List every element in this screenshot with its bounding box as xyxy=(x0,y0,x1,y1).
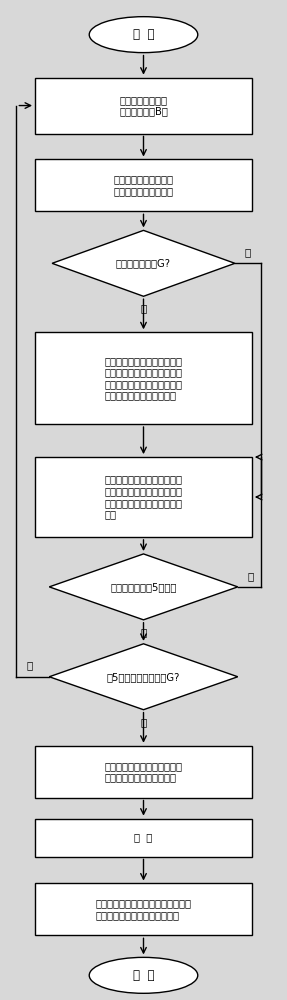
Text: 否: 否 xyxy=(26,660,32,670)
Text: 原始数据组清零，
置全部数据为B，: 原始数据组清零， 置全部数据为B， xyxy=(119,95,168,116)
Text: 开  始: 开 始 xyxy=(133,28,154,41)
Bar xyxy=(35,883,252,935)
Text: 是: 是 xyxy=(140,303,147,313)
Bar xyxy=(35,746,252,798)
Text: 结  束: 结 束 xyxy=(133,969,154,982)
Text: 是: 是 xyxy=(140,627,147,637)
Ellipse shape xyxy=(89,17,198,53)
Text: 开  阀: 开 阀 xyxy=(134,833,153,843)
Bar xyxy=(35,819,252,857)
Polygon shape xyxy=(49,554,238,620)
Text: 此5个数据是否全部为G?: 此5个数据是否全部为G? xyxy=(107,672,180,682)
Polygon shape xyxy=(52,230,235,296)
Text: 停止临时累积流量计量，启动主累积
流量计量，进入正常的流量计量: 停止临时累积流量计量，启动主累积 流量计量，进入正常的流量计量 xyxy=(96,899,191,920)
Text: 否: 否 xyxy=(245,247,251,257)
Text: 读取最新原始数据，将每次的
计量结果计入临时累积流量，
同时将此原始数据放入原始数
据组: 读取最新原始数据，将每次的 计量结果计入临时累积流量， 同时将此原始数据放入原始… xyxy=(104,475,183,519)
Text: 将临时累积流量补入主累积流
量中，临时累积流量清零。: 将临时累积流量补入主累积流 量中，临时累积流量清零。 xyxy=(104,761,183,782)
Text: 启动临时累积流量计量，停止
主累积流量计量，将此次计量
结果计入临时累积流量，同时
将原始数据放入原始数据组: 启动临时累积流量计量，停止 主累积流量计量，将此次计量 结果计入临时累积流量，同… xyxy=(104,356,183,401)
Text: 否: 否 xyxy=(247,571,254,581)
Text: 停止主累积流量计量、
停止临时累积流量计量: 停止主累积流量计量、 停止临时累积流量计量 xyxy=(113,175,174,196)
Text: 是: 是 xyxy=(140,717,147,727)
Polygon shape xyxy=(49,644,238,710)
Bar xyxy=(35,78,252,134)
Text: 最新原始数据为G?: 最新原始数据为G? xyxy=(116,258,171,268)
Ellipse shape xyxy=(89,957,198,993)
Text: 是否已经读取了5个数据: 是否已经读取了5个数据 xyxy=(110,582,177,592)
Bar xyxy=(35,332,252,424)
Bar xyxy=(35,159,252,211)
Bar xyxy=(35,457,252,537)
